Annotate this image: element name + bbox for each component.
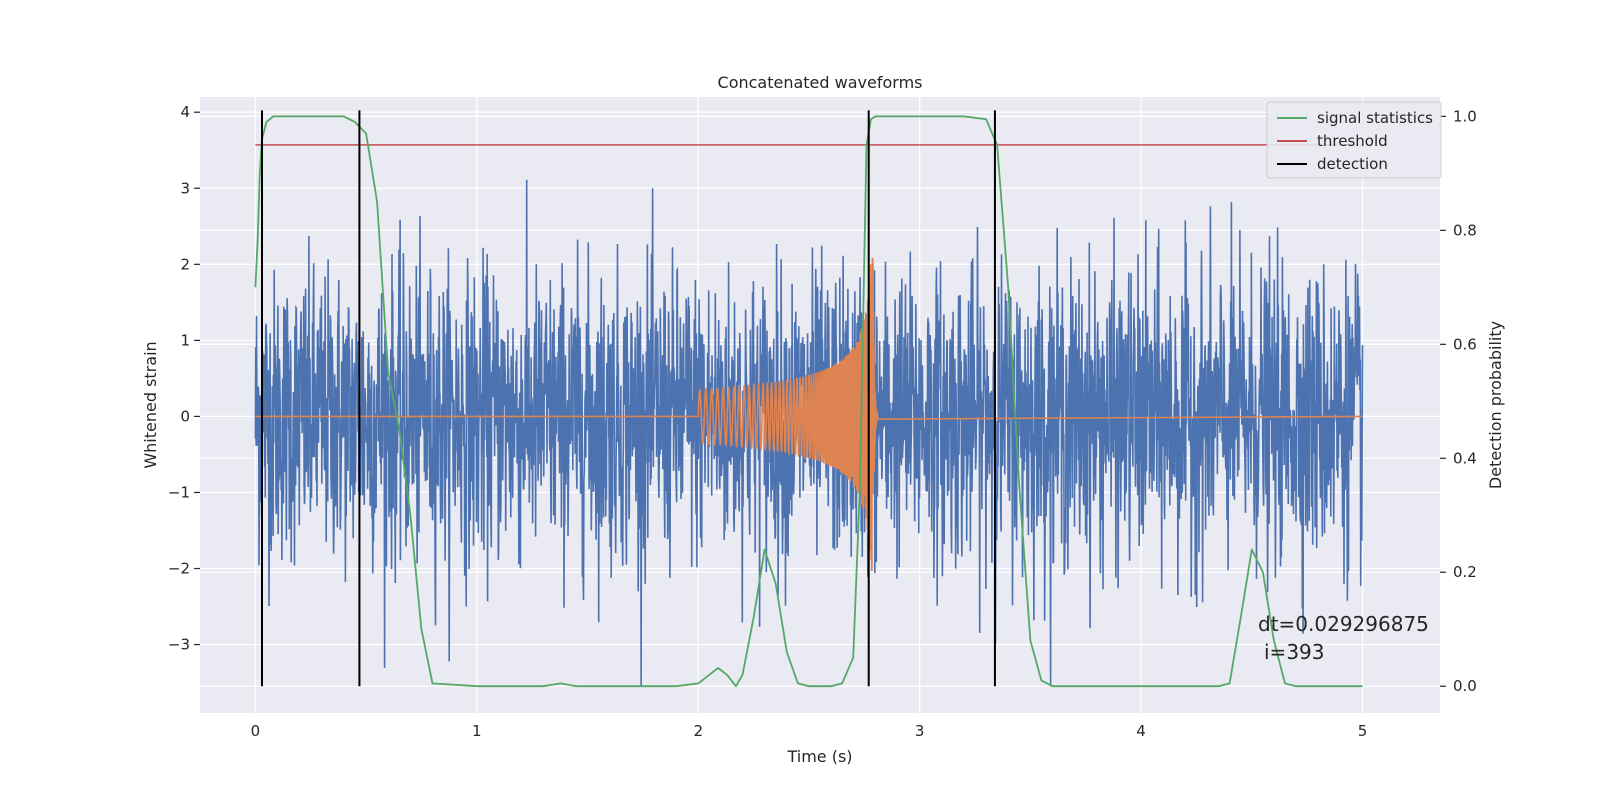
y-tick-label: −3 [168, 636, 190, 654]
y2-tick-label: 0.0 [1453, 677, 1477, 695]
x-tick-label: 1 [472, 722, 482, 740]
annotation-dt: dt=0.029296875 [1258, 612, 1429, 636]
legend-box [1266, 101, 1442, 179]
y2-axis-label: Detection probability [1486, 321, 1505, 489]
y-tick-label: 4 [180, 103, 190, 121]
y-axis-label: Whitened strain [141, 341, 160, 468]
annotation-i: i=393 [1264, 640, 1325, 664]
y-tick-label: 0 [180, 407, 190, 425]
y-tick-label: 3 [180, 179, 190, 197]
legend-label: signal statistics [1317, 109, 1433, 127]
x-tick-label: 3 [915, 722, 925, 740]
y2-tick-label: 0.8 [1453, 221, 1477, 239]
x-tick-label: 5 [1358, 722, 1368, 740]
data-layer [254, 110, 1364, 688]
legend: signal statistics threshold detection [1266, 101, 1442, 179]
y2-tick-label: 0.4 [1453, 449, 1477, 467]
signal-statistics-line [254, 115, 1363, 688]
y-tick-label: −2 [168, 560, 190, 578]
y2-tick-label: 0.2 [1453, 563, 1477, 581]
y2-tick-label: 0.6 [1453, 335, 1477, 353]
x-tick-label: 4 [1136, 722, 1146, 740]
x-tick-label: 0 [251, 722, 261, 740]
x-tick-label: 2 [693, 722, 703, 740]
chart-title: Concatenated waveforms [718, 73, 923, 92]
y-tick-label: 1 [180, 331, 190, 349]
axes: 0 1 2 3 4 5 −3 −2 −1 0 1 2 3 4 0.0 0.2 0.4 0.6 0.8 1.0 [168, 103, 1477, 740]
legend-label: threshold [1317, 132, 1388, 150]
y-tick-label: −1 [168, 483, 190, 501]
legend-label: detection [1317, 155, 1388, 173]
y-tick-label: 2 [180, 255, 190, 273]
y2-tick-label: 1.0 [1453, 107, 1477, 125]
injected-signal-line [255, 257, 1363, 572]
x-axis-label: Time (s) [786, 747, 852, 766]
